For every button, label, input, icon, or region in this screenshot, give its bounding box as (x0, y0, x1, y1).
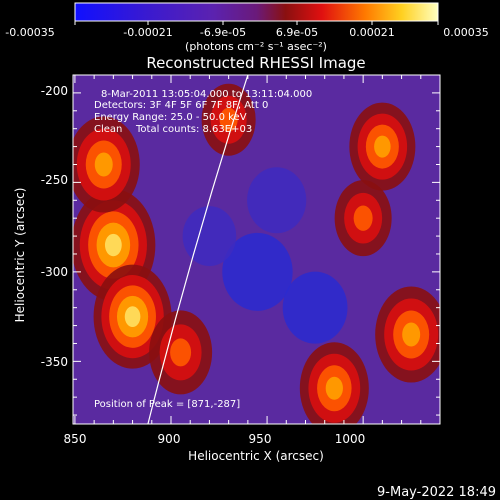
colorbar-tick-label: -0.00035 (5, 26, 54, 39)
x-tick-label: 900 (158, 432, 181, 446)
annotation-energy: Energy Range: 25.0 - 50.0 keV (94, 112, 247, 123)
annotation-detectors: Detectors: 3F 4F 5F 6F 7F 8F, Att 0 (94, 100, 268, 111)
colorbar-tick-label: 0.00035 (443, 26, 489, 39)
colorbar-tick-label: 0.00021 (349, 26, 395, 39)
chart-title: Reconstructed RHESSI Image (146, 54, 365, 72)
dark-region (282, 271, 348, 344)
annotation-method: Clean (94, 124, 122, 135)
bright-region (374, 135, 391, 158)
x-axis-label: Heliocentric X (arcsec) (188, 449, 324, 463)
bright-region (325, 376, 343, 400)
colorbar-tick-label: 6.9e-05 (276, 26, 318, 39)
x-tick-label: 1000 (335, 432, 366, 446)
colorbar-tick-label: -6.9e-05 (200, 26, 246, 39)
bright-region (170, 338, 192, 367)
y-axis-label: Heliocentric Y (arcsec) (13, 188, 27, 323)
colorbar-unit-label: (photons cm⁻² s⁻¹ asec⁻²) (185, 40, 327, 53)
bright-region (219, 107, 238, 132)
annotation-time: 8-Mar-2011 13:05:04.000 to 13:11:04.000 (101, 89, 312, 100)
dark-region (222, 232, 293, 311)
bright-region (353, 205, 373, 231)
axis-ticks (73, 74, 441, 424)
colorbar-ticks (74, 21, 439, 25)
colorbar-tick-label: -0.00021 (123, 26, 172, 39)
bright-region (104, 233, 122, 257)
x-tick-label: 850 (64, 432, 87, 446)
x-tick-label: 950 (249, 432, 272, 446)
dark-region (182, 206, 237, 267)
colorbar (74, 2, 439, 22)
solar-limb-curve (147, 75, 249, 424)
y-tick-label: -250 (41, 173, 68, 187)
dark-region (247, 167, 307, 234)
bright-region (124, 306, 141, 328)
bright-region (402, 322, 421, 347)
footer-timestamp: 9-May-2022 18:49 (377, 485, 496, 500)
y-tick-label: -300 (41, 265, 68, 279)
bright-region (94, 152, 113, 177)
intensity-regions (73, 83, 440, 424)
y-tick-label: -350 (41, 355, 68, 369)
annotation-counts: Total counts: 8.63E+03 (135, 124, 252, 135)
annotation-peak: Position of Peak = [871,-287] (94, 399, 240, 410)
plot-frame (72, 74, 441, 425)
y-tick-label: -200 (41, 84, 68, 98)
